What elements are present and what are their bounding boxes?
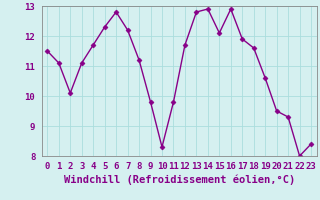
X-axis label: Windchill (Refroidissement éolien,°C): Windchill (Refroidissement éolien,°C) (64, 174, 295, 185)
